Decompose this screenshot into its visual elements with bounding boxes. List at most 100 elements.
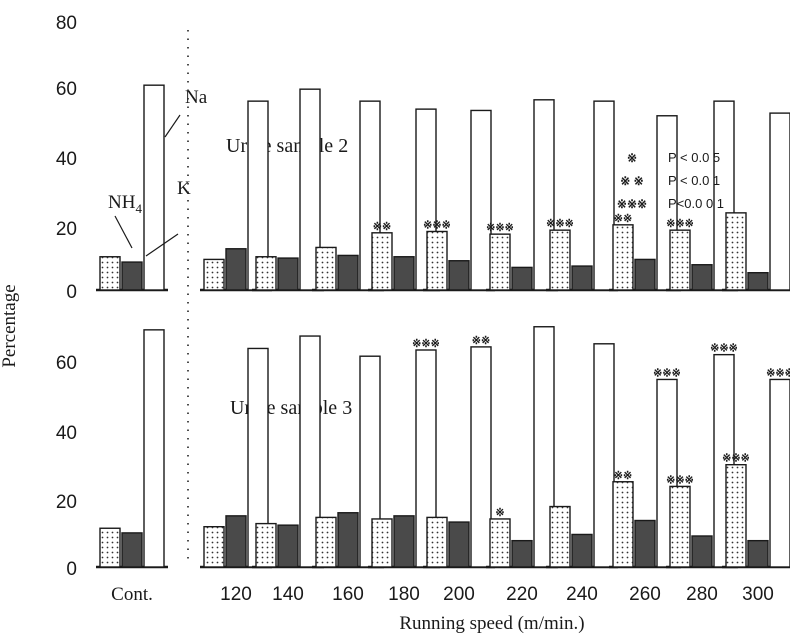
bar-k-120 <box>225 515 247 568</box>
bar-k-300 <box>747 272 769 291</box>
bar-k-220 <box>511 539 533 568</box>
significance-mark: ※ <box>495 507 504 519</box>
top-panel: Urine sample 2 ※※ ※※※ ※※※ ※※※ ※※ ※※※ 02040608… <box>56 13 790 303</box>
bar-nh4-180 <box>371 518 393 568</box>
significance-mark: ※※※ <box>710 343 738 355</box>
legend-symbol-3: ※※※ <box>617 197 647 211</box>
bar-nh4-200 <box>426 516 448 568</box>
bar-k-cont <box>121 261 143 291</box>
significance-mark: ※※※ <box>666 474 694 486</box>
bar-na-300 <box>769 112 790 291</box>
bar-nh4-140 <box>255 256 277 291</box>
significance-mark: ※※ <box>614 213 632 225</box>
k-leader-line <box>145 233 179 257</box>
x-tick-labels: Cont. 120 140 160 180 200 220 240 260 280 300 <box>111 584 774 605</box>
top-bars: ※※ ※※※ ※※※ ※※※ ※※ ※※※ <box>96 84 790 292</box>
bar-nh4-120 <box>203 258 225 291</box>
bar-na-140 <box>299 88 321 291</box>
bar-k-160 <box>337 512 359 568</box>
x-tick-label: 140 <box>272 584 304 605</box>
bar-na-300 <box>769 378 790 568</box>
legend-label-2: P < 0.0 1 <box>668 173 720 188</box>
bar-k-240 <box>571 533 593 568</box>
bar-nh4-300 <box>725 212 747 291</box>
bottom-y-ticks: 0 20 40 60 <box>56 353 77 580</box>
bar-nh4-280 <box>669 229 691 291</box>
y-tick-label: 0 <box>66 559 77 580</box>
bottom-panel: Urine sample 3 ※※※※※※※※※※※※※※※※※※※※※※※ 0… <box>56 326 790 580</box>
bar-na-140 <box>299 335 321 568</box>
legend-label-3: P<0.0 0 1 <box>668 196 724 211</box>
bar-nh4-140 <box>255 522 277 568</box>
bar-nh4-cont <box>99 527 121 568</box>
bar-nh4-160 <box>315 516 337 568</box>
x-tick-label: 160 <box>332 584 364 605</box>
y-tick-label: 60 <box>56 79 77 100</box>
x-tick-label: 280 <box>686 584 718 605</box>
legend-symbol-1: ※ <box>627 151 637 165</box>
significance-legend: ※ P < 0.0 5 ※ ※ P < 0.0 1 ※※※ P<0.0 0 1 <box>617 150 724 211</box>
bar-k-120 <box>225 248 247 291</box>
significance-mark: ※※※ <box>653 367 681 379</box>
x-tick-label: 240 <box>566 584 598 605</box>
bar-k-220 <box>511 266 533 291</box>
na-leader-line <box>164 114 181 138</box>
y-tick-label: 20 <box>56 492 77 513</box>
bar-nh4-180 <box>371 232 393 291</box>
y-tick-label: 40 <box>56 149 77 170</box>
bar-nh4-240 <box>549 505 571 568</box>
nh4-label: NH4 <box>108 192 142 216</box>
bar-na-200 <box>470 346 492 568</box>
bar-k-300 <box>747 539 769 568</box>
bar-nh4-280 <box>669 485 691 568</box>
y-tick-label: 80 <box>56 13 77 34</box>
significance-mark: ※※※ <box>412 338 440 350</box>
bar-k-260 <box>634 519 656 568</box>
significance-mark: ※※※ <box>666 218 694 230</box>
significance-mark: ※※※ <box>766 367 790 379</box>
x-tick-label: 260 <box>629 584 661 605</box>
x-tick-label: 180 <box>388 584 420 605</box>
y-tick-label: 40 <box>56 423 77 444</box>
k-label: K <box>177 178 191 199</box>
bar-na-240 <box>593 343 615 568</box>
significance-mark: ※※ <box>373 221 391 233</box>
bar-nh4-220 <box>489 518 511 568</box>
y-axis-title: Percentage <box>0 284 20 367</box>
bar-k-cont <box>121 532 143 568</box>
bar-nh4-300 <box>725 464 747 568</box>
bar-nh4-260 <box>612 224 634 291</box>
legend-symbol-2: ※ ※ <box>620 174 643 188</box>
bar-nh4-260 <box>612 481 634 568</box>
bar-k-200 <box>448 521 470 568</box>
bar-k-180 <box>393 515 415 568</box>
x-tick-label: 300 <box>742 584 774 605</box>
x-tick-label: 200 <box>443 584 475 605</box>
bar-k-240 <box>571 265 593 291</box>
bar-k-280 <box>691 264 713 291</box>
y-tick-label: 0 <box>66 282 77 303</box>
bar-na-cont <box>143 84 165 291</box>
y-tick-label: 60 <box>56 353 77 374</box>
bar-na-220 <box>533 326 555 568</box>
significance-mark: ※※ <box>614 470 632 482</box>
bar-k-140 <box>277 257 299 291</box>
bar-k-260 <box>634 258 656 291</box>
bar-k-160 <box>337 254 359 291</box>
annotation-urine-sample-2: Urine sample 2 <box>226 135 348 157</box>
legend-label-1: P < 0.0 5 <box>668 150 720 165</box>
significance-mark: ※※※ <box>722 453 750 465</box>
nh4-leader-line <box>114 215 133 249</box>
bar-na-cont <box>143 329 165 568</box>
x-axis-title: Running speed (m/min.) <box>399 613 584 634</box>
na-label: Na <box>185 87 208 108</box>
bar-nh4-cont <box>99 256 121 291</box>
significance-mark: ※※※ <box>486 222 514 234</box>
significance-mark: ※※ <box>472 335 490 347</box>
bar-k-180 <box>393 256 415 291</box>
bar-nh4-240 <box>549 229 571 291</box>
bar-nh4-120 <box>203 526 225 568</box>
bar-na-200 <box>470 109 492 291</box>
significance-mark: ※※※ <box>546 218 574 230</box>
bar-nh4-160 <box>315 246 337 291</box>
